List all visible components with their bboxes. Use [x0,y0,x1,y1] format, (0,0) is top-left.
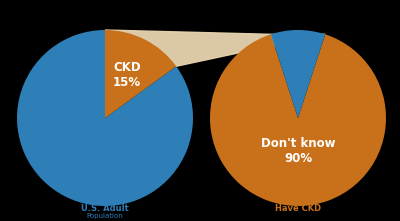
Wedge shape [210,34,386,206]
Polygon shape [105,30,325,66]
Text: Population: Population [87,213,123,219]
Wedge shape [105,30,176,118]
Wedge shape [17,30,193,206]
Text: U.S. Adult: U.S. Adult [81,204,129,213]
Text: Don't know
90%: Don't know 90% [261,137,335,166]
Wedge shape [271,30,325,118]
Text: CKD
15%: CKD 15% [113,61,141,89]
Text: Have CKD: Have CKD [275,204,321,213]
